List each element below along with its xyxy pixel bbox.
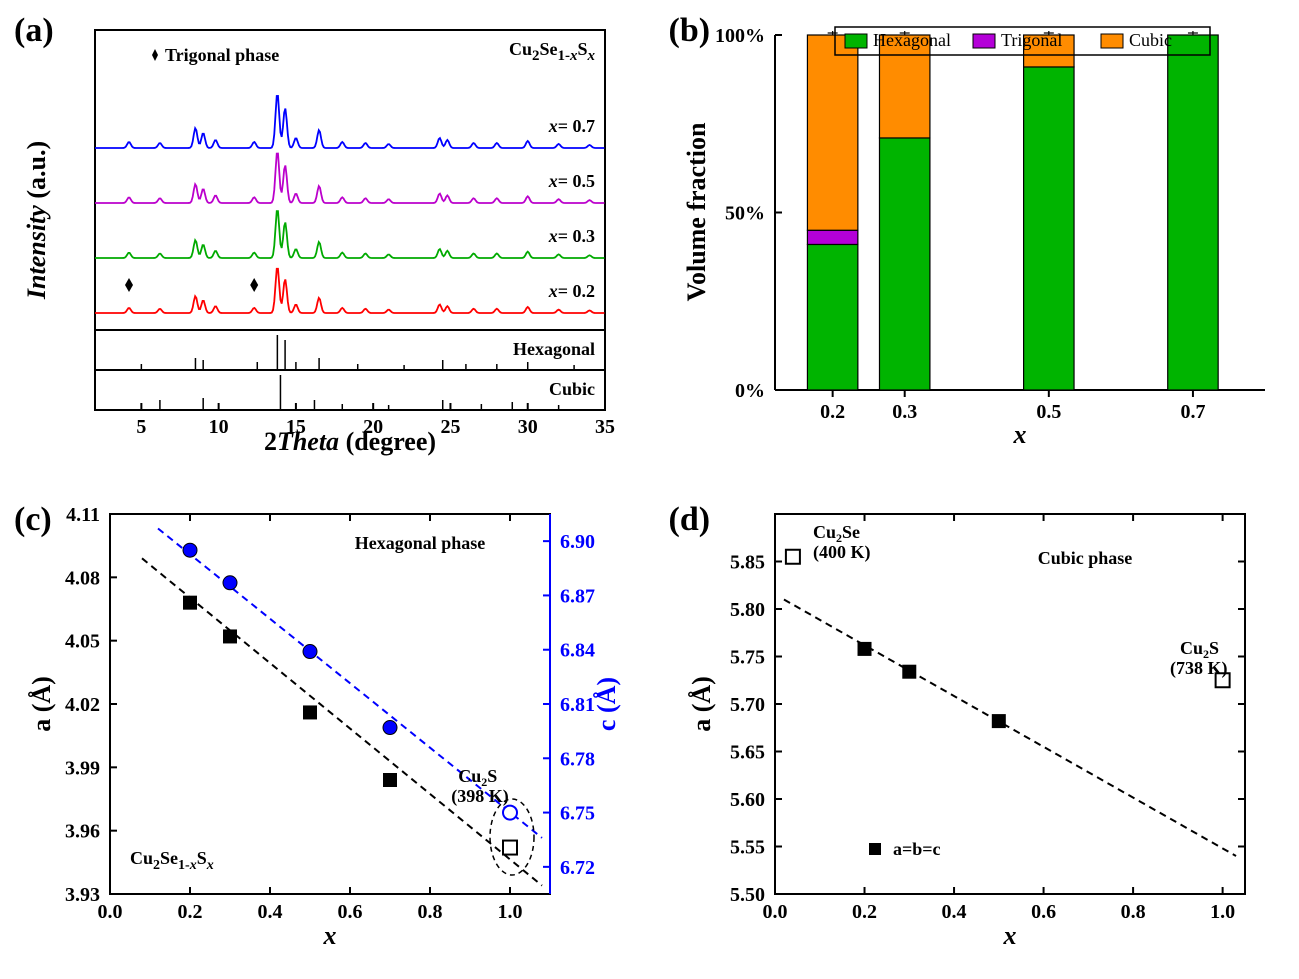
svg-text:0.6: 0.6: [1031, 901, 1056, 923]
svg-text:0.8: 0.8: [418, 901, 443, 923]
svg-text:0.8: 0.8: [1120, 901, 1145, 923]
svg-text:x= 0.7: x= 0.7: [548, 116, 595, 136]
svg-text:50%: 50%: [725, 203, 765, 225]
svg-text:30: 30: [518, 416, 538, 438]
svg-text:x: x: [1002, 921, 1016, 950]
svg-text:Cubic: Cubic: [549, 379, 595, 399]
svg-text:1.0: 1.0: [1210, 901, 1235, 923]
svg-text:0.0: 0.0: [762, 901, 787, 923]
svg-text:Intensity (a.u.): Intensity (a.u.): [22, 141, 51, 300]
svg-text:Cu2Se1-xSx: Cu2Se1-xSx: [509, 39, 596, 64]
svg-text:25: 25: [440, 416, 460, 438]
svg-text:Cu2Se1-xSx: Cu2Se1-xSx: [130, 848, 214, 873]
svg-text:6.87: 6.87: [560, 585, 595, 607]
svg-text:5.70: 5.70: [730, 694, 765, 716]
svg-text:3.96: 3.96: [65, 821, 100, 843]
svg-text:5.55: 5.55: [730, 837, 765, 859]
svg-text:0.2: 0.2: [178, 901, 203, 923]
panel-a: (a) 5101520253035 2Theta (degree) Intens…: [10, 10, 635, 479]
panel-d-svg: 0.0 0.2 0.4 0.6 0.8 1.0 5.50 5.55 5.60 5.65 5.70 5…: [665, 499, 1285, 969]
panel-a-label: (a): [14, 12, 54, 50]
svg-text:Hexagonal phase: Hexagonal phase: [355, 533, 486, 553]
svg-text:5.80: 5.80: [730, 599, 765, 621]
panel-b-svg: 0% 50% 100% 0.2 0.3 0.5 0.7 Hexagonal Trigonal…: [665, 10, 1285, 470]
svg-text:5.75: 5.75: [730, 647, 765, 669]
svg-text:Cubic: Cubic: [1129, 30, 1172, 50]
svg-text:1.0: 1.0: [498, 901, 523, 923]
svg-text:35: 35: [595, 416, 615, 438]
svg-text:6.75: 6.75: [560, 803, 595, 825]
svg-text:c (Å): c (Å): [592, 677, 621, 731]
svg-text:100%: 100%: [715, 25, 765, 47]
svg-text:6.81: 6.81: [560, 694, 595, 716]
svg-text:x= 0.2: x= 0.2: [548, 281, 595, 301]
svg-text:Trigonal phase: Trigonal phase: [165, 45, 279, 65]
svg-text:a=b=c: a=b=c: [893, 839, 941, 859]
svg-text:0%: 0%: [735, 380, 765, 402]
svg-text:10: 10: [209, 416, 229, 438]
svg-text:a (Å): a (Å): [27, 676, 56, 732]
panel-b: (b) 0% 50% 100% 0.2 0.3 0.5 0.7 Hexagonal Trig…: [665, 10, 1290, 479]
svg-text:6.78: 6.78: [560, 748, 595, 770]
svg-text:0.0: 0.0: [98, 901, 123, 923]
svg-text:Hexagonal: Hexagonal: [513, 339, 595, 359]
svg-text:a (Å): a (Å): [687, 676, 716, 732]
svg-text:0.3: 0.3: [892, 401, 917, 423]
svg-text:3.93: 3.93: [65, 884, 100, 906]
svg-text:6.90: 6.90: [560, 531, 595, 553]
svg-text:Volume fraction: Volume fraction: [682, 122, 711, 301]
svg-text:4.05: 4.05: [65, 631, 100, 653]
panel-c-label: (c): [14, 501, 52, 539]
svg-text:6.84: 6.84: [560, 640, 595, 662]
svg-text:x= 0.5: x= 0.5: [548, 171, 595, 191]
svg-text:0.4: 0.4: [258, 901, 283, 923]
svg-text:4.11: 4.11: [66, 504, 100, 526]
svg-text:0.2: 0.2: [820, 401, 845, 423]
svg-text:5.85: 5.85: [730, 552, 765, 574]
svg-text:0.2: 0.2: [852, 901, 877, 923]
svg-text:5.65: 5.65: [730, 742, 765, 764]
svg-text:Hexagonal: Hexagonal: [873, 30, 951, 50]
svg-text:Cu2S (738 K): Cu2S (738 K): [1170, 638, 1228, 679]
svg-text:0.4: 0.4: [941, 901, 966, 923]
svg-text:5.60: 5.60: [730, 789, 765, 811]
svg-text:2Theta (degree): 2Theta (degree): [264, 427, 436, 456]
panel-d: (d) 0.0 0.2 0.4 0.6 0.8 1.0 5.50 5.55 5.60 5.65 5…: [665, 499, 1290, 969]
svg-text:3.99: 3.99: [65, 757, 100, 779]
svg-text:x: x: [323, 921, 337, 950]
svg-text:Cubic phase: Cubic phase: [1037, 548, 1132, 568]
svg-text:0.5: 0.5: [1036, 401, 1061, 423]
svg-text:Cu2Se (400 K): Cu2Se (400 K): [813, 522, 871, 563]
svg-text:Trigonal: Trigonal: [1001, 30, 1062, 50]
panel-a-svg: 5101520253035 2Theta (degree) Intensity …: [10, 10, 630, 470]
svg-text:6.72: 6.72: [560, 857, 595, 879]
panel-d-label: (d): [669, 501, 711, 539]
svg-text:x: x: [1012, 420, 1026, 449]
svg-text:0.7: 0.7: [1180, 401, 1205, 423]
panel-c: (c) 0.0 0.2 0.4 0.6 0.8 1.0 3.93 3.96 3.99 4.02 4…: [10, 499, 635, 969]
svg-text:Cu2S (398 K): Cu2S (398 K): [451, 766, 509, 807]
svg-text:0.6: 0.6: [338, 901, 363, 923]
svg-text:4.02: 4.02: [65, 694, 100, 716]
svg-text:5: 5: [136, 416, 146, 438]
svg-text:5.50: 5.50: [730, 884, 765, 906]
svg-text:4.08: 4.08: [65, 567, 100, 589]
panel-c-svg: 0.0 0.2 0.4 0.6 0.8 1.0 3.93 3.96 3.99 4.02 4.05 4…: [10, 499, 630, 969]
panel-b-label: (b): [669, 12, 711, 50]
svg-text:x= 0.3: x= 0.3: [548, 226, 595, 246]
